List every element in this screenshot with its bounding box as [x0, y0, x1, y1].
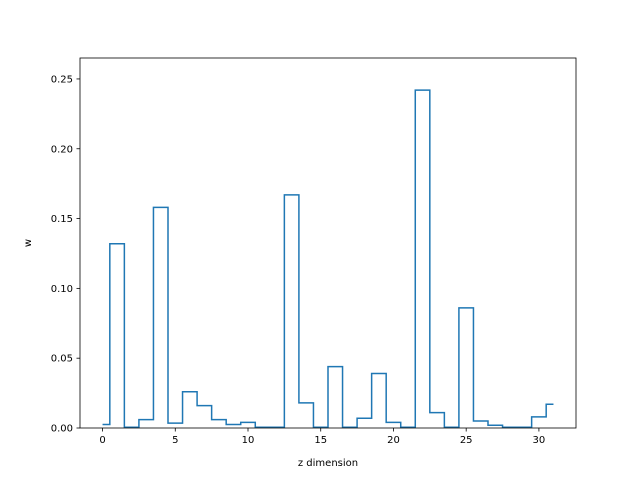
x-tick-label: 30: [533, 435, 546, 446]
y-tick-label: 0.15: [51, 214, 73, 225]
x-tick-label: 15: [314, 435, 327, 446]
x-tick-label: 5: [172, 435, 178, 446]
y-axis-label: w: [23, 239, 34, 247]
x-tick-label: 25: [460, 435, 473, 446]
axes-frame: [79, 57, 577, 429]
x-tick-label: 20: [387, 435, 400, 446]
y-tick-label: 0.25: [51, 74, 73, 85]
series-line: [102, 89, 554, 429]
x-tick-label: 10: [242, 435, 255, 446]
y-tick-label: 0.10: [51, 284, 73, 295]
axis-ticks: 0 5 10 15 20 25 30 0.00 0.05 0.10 0.15 0.20 0.25: [51, 74, 546, 446]
plot-area: [102, 89, 554, 429]
y-tick-label: 0.00: [51, 424, 73, 435]
y-tick-label: 0.20: [51, 144, 73, 155]
x-tick-label: 0: [99, 435, 105, 446]
y-tick-label: 0.05: [51, 354, 73, 365]
x-axis-label: z dimension: [298, 458, 358, 469]
